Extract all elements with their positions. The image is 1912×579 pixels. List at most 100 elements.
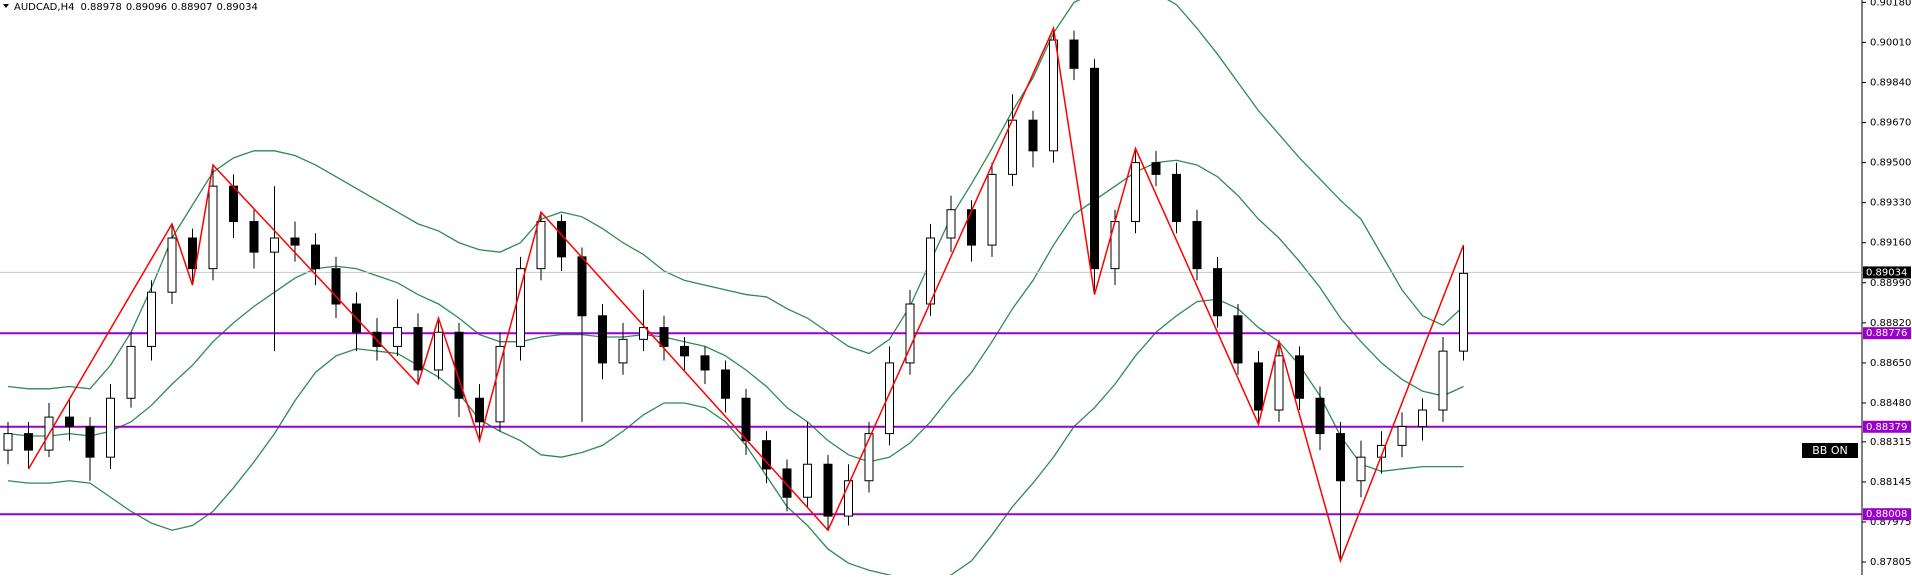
candle-body <box>803 463 812 498</box>
candle-body <box>639 327 648 340</box>
candle-body <box>208 185 218 270</box>
y-tick-label: 0.87805 <box>1870 557 1911 568</box>
ohlc-high: 0.89096 <box>126 2 167 13</box>
symbol: AUDCAD,H4 <box>14 2 74 13</box>
candle-body <box>229 185 238 223</box>
level-label-box <box>1863 420 1911 433</box>
candle-body <box>844 480 853 517</box>
candle-body <box>516 268 525 347</box>
candle-body <box>618 338 628 364</box>
level-label: 0.88776 <box>1866 328 1907 339</box>
candle-body <box>1418 409 1427 428</box>
candle-body <box>106 397 115 458</box>
y-tick-label: 0.89500 <box>1870 158 1911 169</box>
candle-body <box>290 237 300 246</box>
candle-body <box>1438 350 1448 411</box>
candle-body <box>1131 162 1140 223</box>
y-tick-label: 0.89670 <box>1870 118 1911 129</box>
ohlc-open: 0.88978 <box>80 2 121 13</box>
candle-body <box>1151 162 1161 175</box>
y-tick-label: 0.88820 <box>1870 318 1911 329</box>
annotation: BB ON <box>1812 444 1847 457</box>
candle-body <box>270 237 279 253</box>
last-price-box <box>1863 266 1911 279</box>
candle-body <box>946 209 956 239</box>
candle-body <box>1254 362 1263 411</box>
y-tick-label: 0.90010 <box>1870 37 1911 48</box>
ohlc-low: 0.88907 <box>171 2 212 13</box>
candle-body <box>864 433 874 482</box>
y-tick-label: 0.88650 <box>1870 358 1911 369</box>
candle-body <box>1049 39 1058 152</box>
candle-body <box>1233 315 1243 364</box>
y-tick-label: 0.90180 <box>1870 0 1911 8</box>
candle-body <box>987 173 997 246</box>
candle-body <box>1274 355 1284 411</box>
candle-body <box>721 369 730 399</box>
bollinger-band <box>7 159 1464 463</box>
candle-body <box>1336 433 1345 482</box>
candle-body <box>65 416 74 428</box>
candle-body <box>24 433 33 451</box>
ohlc-close: 0.89034 <box>217 2 258 13</box>
y-tick-label: 0.89160 <box>1870 238 1911 249</box>
candle-body <box>495 345 505 423</box>
candle-body <box>1008 119 1017 175</box>
candle-body <box>1192 221 1202 270</box>
candle-body <box>680 345 689 357</box>
candle-body <box>967 209 976 246</box>
level-label: 0.88379 <box>1866 422 1907 433</box>
candle-body <box>536 221 546 270</box>
candle-body <box>1172 173 1181 223</box>
collapse-icon[interactable] <box>3 4 9 8</box>
candle-body <box>557 221 566 258</box>
candle-body <box>1213 268 1222 317</box>
candle-body <box>188 237 197 270</box>
candle-body <box>1356 456 1366 482</box>
candle-body <box>741 397 751 442</box>
candle-body <box>1028 119 1038 152</box>
candle-body <box>1090 67 1099 270</box>
candle-body <box>885 362 894 435</box>
candle-body <box>1459 272 1468 352</box>
chart-header: AUDCAD,H4 0.88978 0.89096 0.88907 0.89034 <box>14 2 258 13</box>
candle-body <box>1069 39 1079 69</box>
zigzag-line <box>27 25 1465 564</box>
candle-body <box>926 237 935 305</box>
annotation-box <box>1802 443 1858 458</box>
candle-body <box>1295 355 1304 399</box>
candle-body <box>434 331 443 371</box>
candle-body <box>249 221 259 253</box>
candle-body <box>577 256 587 317</box>
y-tick-label: 0.88480 <box>1870 398 1911 409</box>
candle-body <box>598 315 607 364</box>
bollinger-band <box>7 298 1464 579</box>
candle-body <box>1397 426 1407 446</box>
candle-body <box>126 345 136 399</box>
candle-body <box>1110 221 1120 270</box>
level-label: 0.88008 <box>1866 509 1907 520</box>
candle-body <box>85 426 95 458</box>
y-tick-label: 0.88145 <box>1870 477 1911 488</box>
candle-body <box>1315 397 1325 435</box>
candle-body <box>167 237 177 293</box>
candle-body <box>3 433 13 451</box>
candle-body <box>147 291 156 347</box>
candle-body <box>475 397 484 423</box>
y-tick-label: 0.88990 <box>1870 278 1911 289</box>
level-label-box <box>1863 327 1911 340</box>
candle-body <box>659 327 669 347</box>
bollinger-band <box>7 0 1464 390</box>
last-price-label: 0.89034 <box>1866 267 1907 278</box>
candle-body <box>413 327 423 371</box>
y-tick-label: 0.87975 <box>1870 517 1911 528</box>
candle-body <box>762 440 771 470</box>
level-label-box <box>1863 508 1911 521</box>
candle-body <box>311 244 320 270</box>
candle-body <box>905 303 915 364</box>
candle-body <box>331 268 341 305</box>
candle-body <box>782 468 792 498</box>
y-tick-label: 0.88315 <box>1870 437 1911 448</box>
y-tick-label: 0.89330 <box>1870 198 1911 209</box>
